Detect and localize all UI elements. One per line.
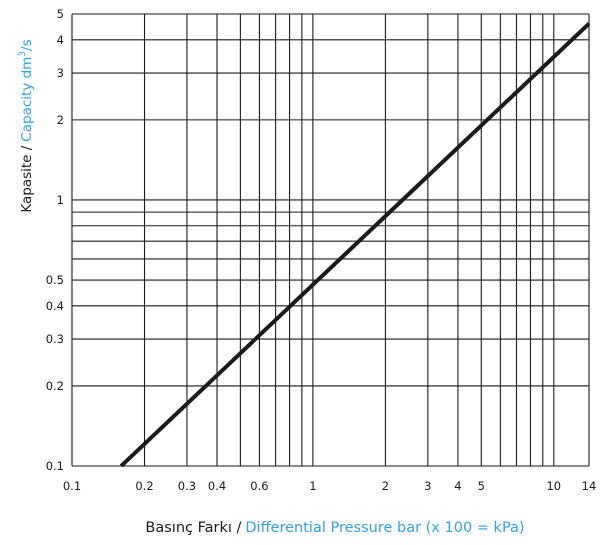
series-group: [119, 22, 591, 468]
y-tick-label: 4: [57, 33, 64, 47]
y-tick-label: 3: [57, 66, 64, 80]
y-axis-title-suffix: /s: [19, 39, 35, 51]
x-tick-labels: 0.1 0.2 0.3 0.4 0.6 1 2 3 4 5 10 14: [63, 479, 596, 493]
y-tick-label: 0.1: [46, 459, 64, 473]
y-axis-title-superscript: 3: [18, 51, 28, 57]
y-tick-label: 0.2: [46, 379, 64, 393]
x-tick-label: 0.1: [63, 479, 81, 493]
y-tick-label: 1: [57, 193, 64, 207]
y-axis-title-secondary: Capacity dm: [19, 57, 35, 142]
x-tick-label: 2: [382, 479, 389, 493]
y-tick-label: 5: [57, 7, 64, 21]
grid-lines: [71, 13, 590, 467]
series-line: [119, 22, 591, 468]
x-tick-label: 0.3: [178, 479, 196, 493]
x-tick-label: 0.2: [135, 479, 153, 493]
x-tick-label: 5: [478, 479, 485, 493]
x-tick-label: 0.6: [250, 479, 268, 493]
x-tick-label: 1: [309, 479, 316, 493]
y-axis-title-primary: Kapasite /: [19, 145, 35, 212]
y-tick-labels: 0.1 0.2 0.3 0.4 0.5 1 2 3 4 5: [46, 7, 64, 473]
y-tick-label: 0.3: [46, 332, 64, 346]
x-tick-label: 10: [546, 479, 561, 493]
x-axis-title-primary: Basınç Farkı /: [145, 520, 241, 536]
x-axis-title: Basınç Farkı / Differential Pressure bar …: [145, 520, 524, 536]
y-tick-label: 0.5: [46, 273, 64, 287]
x-axis-title-secondary: Differential Pressure bar (x 100 = kPa): [245, 520, 524, 536]
x-tick-label: 0.4: [208, 479, 226, 493]
x-tick-label: 4: [454, 479, 461, 493]
y-axis-title: Kapasite / Capacity dm3/s: [18, 39, 35, 212]
y-tick-label: 2: [57, 113, 64, 127]
y-tick-label: 0.4: [46, 299, 64, 313]
x-tick-label: 3: [424, 479, 431, 493]
x-tick-label: 14: [582, 479, 597, 493]
